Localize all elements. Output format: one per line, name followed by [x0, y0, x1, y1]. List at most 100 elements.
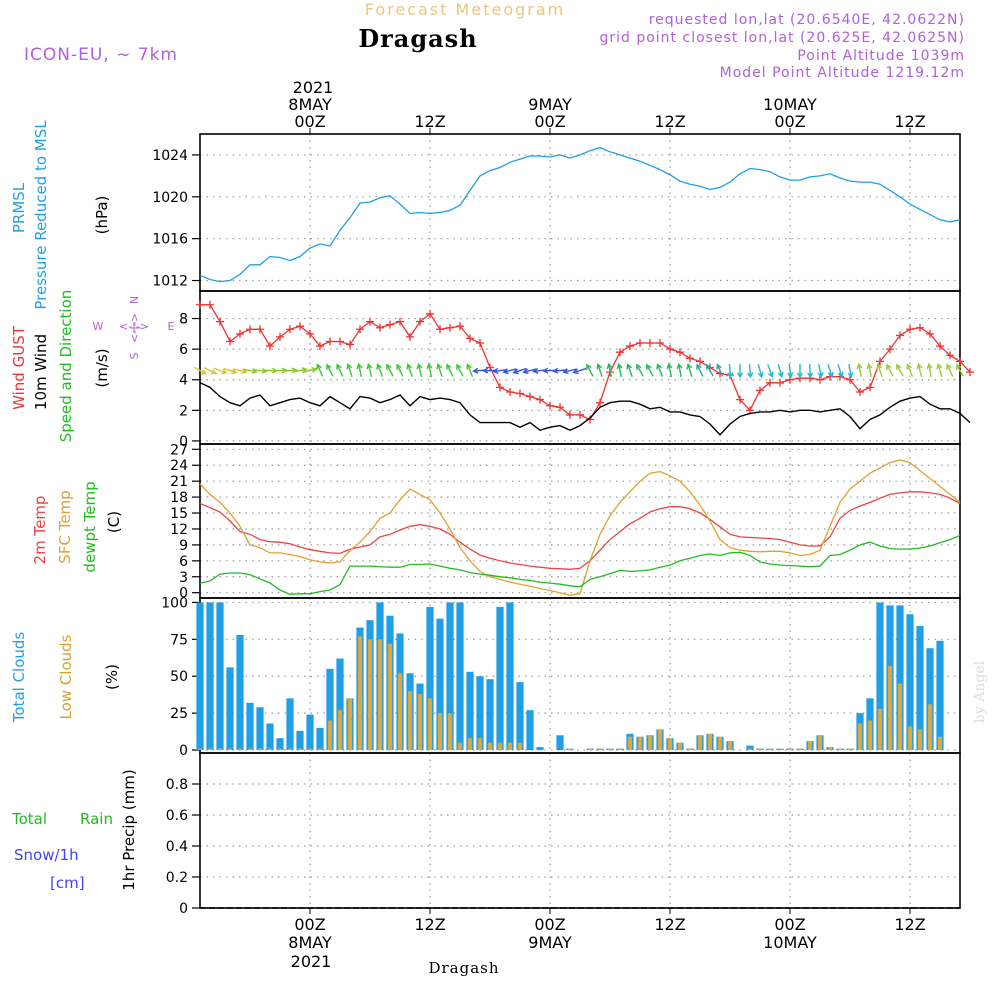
y-tick-label: 21 — [170, 474, 188, 490]
low-cloud-bar — [427, 698, 433, 751]
y-tick-label: 27 — [170, 442, 188, 458]
y-tick-label: 6 — [179, 554, 188, 570]
gust-marker — [226, 337, 234, 346]
compass-w-label: W — [93, 320, 104, 333]
total-cloud-bar — [466, 671, 474, 751]
low-cloud-bar — [437, 713, 443, 751]
gust-marker — [866, 383, 874, 392]
gust-marker — [936, 342, 944, 351]
total-cloud-bar — [296, 730, 304, 751]
low-cloud-bar — [837, 748, 843, 751]
y-tick-label: 0 — [179, 743, 188, 759]
compass-rose: W E <-|-> N S <-|-> — [93, 296, 175, 360]
compass-ew-arrow: <-|-> — [119, 320, 149, 333]
gust-marker — [446, 323, 454, 332]
point-altitude: Point Altitude 1039m — [797, 48, 965, 64]
total-cloud-bar — [916, 626, 924, 751]
wind-direction-arrow — [223, 367, 238, 375]
gust-marker — [266, 342, 274, 351]
y-tick-label: 0.6 — [166, 808, 188, 824]
low-cloud-bar — [887, 665, 893, 751]
gust-marker — [876, 357, 884, 366]
low-cloud-bar — [447, 713, 453, 751]
panel-frame — [199, 290, 961, 445]
wind-direction-arrow — [807, 364, 814, 379]
low-cloud-bar — [567, 748, 573, 751]
total-cloud-bar — [506, 602, 514, 751]
gust-marker — [336, 337, 344, 346]
wind-direction-arrow — [203, 367, 218, 375]
pressure-line — [199, 146, 961, 283]
gust-marker — [256, 325, 264, 334]
wind-direction-arrow — [686, 363, 693, 378]
total-cloud-bar — [236, 634, 244, 751]
gust-marker — [286, 325, 294, 334]
compass-e-label: E — [168, 320, 175, 333]
total-cloud-bar — [286, 698, 294, 751]
low-cloud-bar — [247, 748, 253, 751]
low-cloud-bar — [937, 736, 943, 751]
wind-direction-arrow — [747, 364, 754, 379]
wind-direction-arrow — [767, 364, 774, 379]
wind-direction-arrow — [666, 362, 673, 378]
total-cloud-bar — [536, 747, 544, 751]
total-label: Total — [11, 810, 47, 828]
pressure-msl-label: Pressure Reduced to MSL — [32, 120, 50, 310]
gust-marker — [556, 403, 564, 412]
low-cloud-bar — [877, 708, 883, 751]
gust-marker — [426, 309, 434, 318]
total-clouds-label: Total Clouds — [10, 632, 28, 724]
wind-direction-arrow — [326, 363, 334, 377]
wind-direction-arrow — [596, 363, 603, 377]
gust-marker — [546, 401, 554, 410]
low-cloud-bar — [857, 723, 863, 751]
wind-direction-arrow — [926, 362, 933, 378]
total-cloud-bar — [526, 710, 534, 751]
wind-direction-arrow — [426, 362, 433, 378]
total-cloud-bar — [436, 618, 444, 751]
gust-marker — [676, 348, 684, 357]
y-tick-label: 0 — [179, 586, 188, 602]
gust-marker — [766, 378, 774, 387]
total-cloud-bar — [256, 707, 264, 751]
low-cloud-bar — [387, 643, 393, 751]
cloud-unit-label: (%) — [103, 664, 121, 690]
wind-unit-label: (m/s) — [93, 348, 111, 387]
wind-direction-arrow — [616, 362, 623, 378]
top-year-label: 2021 — [293, 78, 334, 97]
low-cloud-bar — [657, 729, 663, 751]
total-cloud-bar — [216, 602, 224, 751]
y-tick-label: 75 — [170, 632, 188, 648]
panel-3: 0 25 50 75 100 — [161, 595, 961, 759]
wind-direction-arrow — [346, 363, 353, 378]
low-cloud-bar — [497, 742, 503, 751]
bottom-year-label: 2021 — [291, 952, 332, 971]
gust-marker — [376, 323, 384, 332]
low-cloud-bar — [207, 748, 213, 751]
wind-direction-arrow — [522, 368, 537, 375]
gust-marker — [666, 345, 674, 354]
model-altitude: Model Point Altitude 1219.12m — [720, 65, 965, 81]
precip-unit-label: 1hr Precip (mm) — [120, 769, 138, 890]
y-tick-label: 18 — [170, 490, 188, 506]
y-tick-label: 1020 — [152, 190, 188, 206]
wind-direction-arrow — [213, 367, 228, 375]
low-cloud-bar — [297, 748, 303, 751]
top-date-label: 10MAY — [763, 95, 817, 114]
low-cloud-bar — [337, 710, 343, 751]
low-cloud-bar — [747, 748, 753, 751]
low-cloud-bar — [667, 738, 673, 751]
top-date-label: 9MAY — [528, 95, 572, 114]
location-title: Dragash — [358, 24, 477, 53]
gust-marker — [196, 300, 204, 309]
y-tick-label: 0.4 — [166, 839, 188, 855]
total-cloud-bar — [896, 605, 904, 751]
wind-speed-line — [199, 382, 971, 436]
bottom-hour-label: 00Z — [294, 915, 325, 934]
y-tick-label: 25 — [170, 706, 188, 722]
wind-direction-arrow — [727, 364, 734, 379]
wind-direction-arrow — [896, 363, 904, 377]
gust-marker — [926, 329, 934, 338]
top-hour-label: 00Z — [774, 112, 805, 131]
